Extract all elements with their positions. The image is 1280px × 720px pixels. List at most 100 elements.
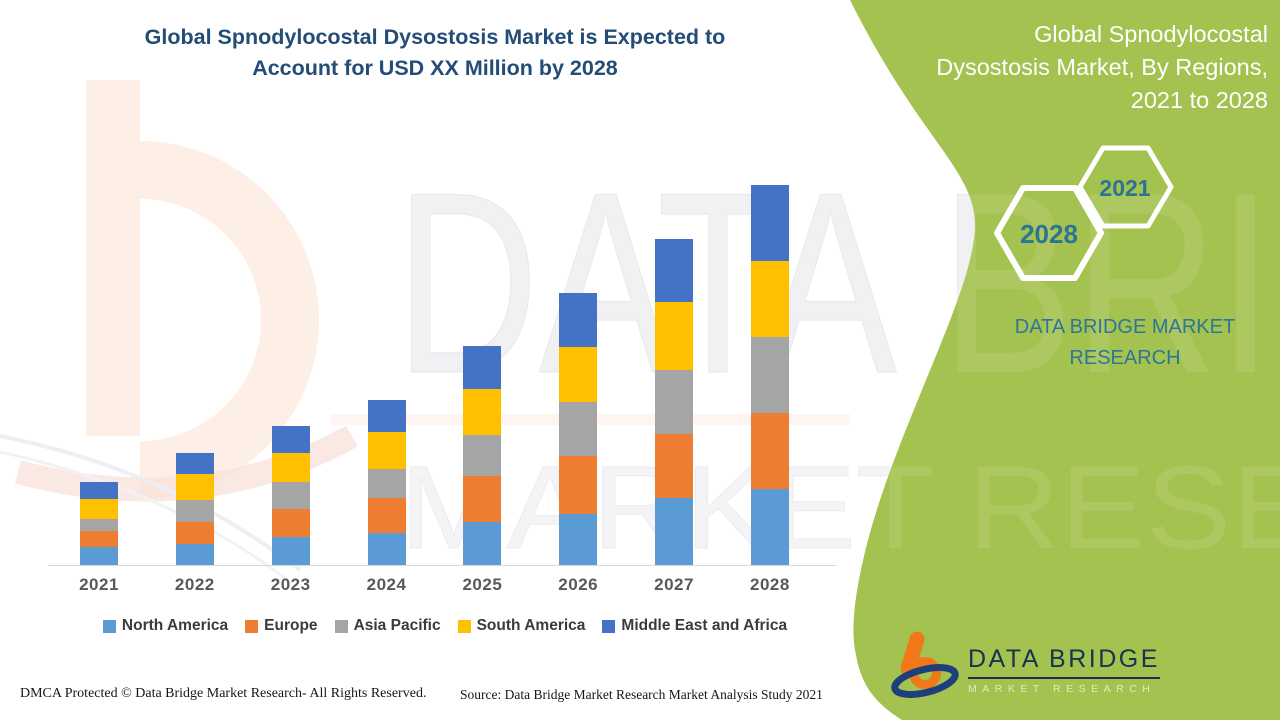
bar-segment-2021-north-america[interactable] — [80, 547, 118, 565]
stacked-bar-2026[interactable] — [559, 293, 598, 565]
legend-item-north-america[interactable]: North America — [102, 617, 229, 635]
logo-subtitle: MARKET RESEARCH — [968, 683, 1156, 695]
legend-marker-middle-east-and-africa — [602, 619, 616, 633]
bar-segment-2028-south-america[interactable] — [750, 261, 789, 337]
legend-label: Europe — [264, 617, 318, 634]
bar-segment-2028-europe[interactable] — [750, 413, 789, 489]
plot-area: 2021 2022 2023 2024 2025 2026 2027 2028 — [48, 178, 836, 594]
page-title-line2: Account for USD XX Million by 2028 — [252, 56, 618, 80]
bar-segment-2023-europe[interactable] — [271, 509, 310, 537]
bar-segment-2023-middle-east-and-africa[interactable] — [271, 426, 310, 453]
legend-label: South America — [476, 617, 586, 634]
x-axis-label-2026: 2026 — [558, 575, 599, 594]
legend-marker-north-america — [102, 619, 116, 633]
bar-segment-2022-north-america[interactable] — [175, 544, 214, 565]
bar-segment-2026-north-america[interactable] — [559, 514, 598, 565]
bar-segment-2021-south-america[interactable] — [80, 499, 118, 519]
bar-segment-2027-north-america[interactable] — [655, 498, 694, 565]
logo-wordmark: DATA BRIDGE — [968, 645, 1160, 679]
databridge-logo-icon — [891, 631, 959, 698]
stacked-bar-2025[interactable] — [463, 346, 502, 565]
legend-item-asia-pacific[interactable]: Asia Pacific — [334, 617, 441, 635]
x-axis-label-2027: 2027 — [654, 575, 694, 594]
bar-segment-2025-europe[interactable] — [463, 476, 502, 522]
panel-title: Global Spnodylocostal Dysostosis Market,… — [923, 18, 1268, 117]
bar-segment-2023-asia-pacific[interactable] — [271, 482, 310, 509]
legend-marker-asia-pacific — [334, 619, 348, 633]
brand-text: DATA BRIDGE MARKET RESEARCH — [1002, 312, 1248, 374]
bar-segment-2027-asia-pacific[interactable] — [655, 370, 694, 434]
x-axis-label-2021: 2021 — [79, 575, 119, 594]
panel-title-line3: 2021 to 2028 — [1130, 87, 1268, 113]
chart-legend: North America Europe Asia Pacific South Ame… — [55, 617, 835, 635]
legend-item-middle-east-and-africa[interactable]: Middle East and Africa — [602, 617, 787, 635]
bar-segment-2026-south-america[interactable] — [559, 347, 598, 402]
legend-marker-europe — [245, 619, 259, 633]
bar-segment-2027-middle-east-and-africa[interactable] — [655, 239, 694, 302]
stacked-bar-chart: 2021 2022 2023 2024 2025 2026 2027 2028 — [48, 178, 836, 594]
hexagon-2021-label: 2021 — [1099, 175, 1150, 201]
page-title: Global Spnodylocostal Dysostosis Market … — [100, 22, 770, 84]
bar-segment-2025-north-america[interactable] — [463, 522, 502, 565]
hexagon-2028-label: 2028 — [1020, 219, 1078, 249]
bar-segment-2022-asia-pacific[interactable] — [175, 500, 214, 522]
bar-segment-2028-asia-pacific[interactable] — [750, 337, 789, 413]
bar-segment-2028-north-america[interactable] — [750, 489, 789, 565]
bar-segment-2027-europe[interactable] — [655, 434, 694, 498]
hexagon-2021 — [1077, 145, 1174, 229]
x-axis-label-2025: 2025 — [462, 575, 503, 594]
legend-label: Middle East and Africa — [621, 617, 788, 634]
bar-segment-2026-europe[interactable] — [559, 456, 598, 514]
green-panel-background — [850, 0, 1280, 720]
bar-segment-2025-south-america[interactable] — [463, 389, 502, 435]
bar-segment-2024-asia-pacific[interactable] — [367, 469, 406, 498]
x-axis-label-2024: 2024 — [366, 575, 407, 594]
bar-segment-2024-europe[interactable] — [367, 498, 406, 533]
footer-source-text: Source: Data Bridge Market Research Mark… — [460, 687, 823, 702]
bar-segment-2028-middle-east-and-africa[interactable] — [750, 185, 789, 261]
bar-segment-2022-south-america[interactable] — [175, 474, 214, 500]
bar-segment-2024-middle-east-and-africa[interactable] — [367, 400, 406, 432]
stacked-bar-2027[interactable] — [655, 239, 694, 565]
bar-column-2027: 2027 — [654, 239, 694, 594]
page-title-line1: Global Spnodylocostal Dysostosis Market … — [144, 25, 726, 49]
stacked-bar-2024[interactable] — [367, 400, 406, 565]
bar-column-2022: 2022 — [175, 453, 214, 594]
bar-segment-2023-north-america[interactable] — [271, 537, 310, 565]
x-axis-label-2028: 2028 — [749, 575, 790, 594]
bar-segment-2025-middle-east-and-africa[interactable] — [463, 346, 502, 389]
x-axis-label-2023: 2023 — [270, 575, 311, 594]
bar-column-2023: 2023 — [271, 426, 310, 594]
bar-segment-2026-asia-pacific[interactable] — [559, 402, 598, 456]
bar-segment-2022-europe[interactable] — [175, 522, 214, 544]
stacked-bar-2021[interactable] — [80, 482, 118, 565]
legend-item-south-america[interactable]: South America — [457, 617, 586, 635]
legend-label: North America — [121, 617, 229, 634]
bar-segment-2024-south-america[interactable] — [367, 432, 406, 469]
stacked-bar-2028[interactable] — [750, 185, 789, 565]
legend-item-europe[interactable]: Europe — [245, 617, 318, 635]
bar-segment-2025-asia-pacific[interactable] — [463, 435, 502, 476]
bar-segment-2023-south-america[interactable] — [271, 453, 310, 482]
brand-text-line2: RESEARCH — [1069, 347, 1181, 369]
stacked-bar-2022[interactable] — [175, 453, 214, 565]
hexagon-2028 — [994, 185, 1104, 281]
legend-label: Asia Pacific — [353, 617, 441, 634]
bar-column-2025: 2025 — [462, 346, 502, 594]
brand-text-line1: DATA BRIDGE MARKET — [1014, 316, 1236, 338]
svg-text:MARKET RESEARCH: MARKET RESEARCH — [400, 442, 1280, 574]
bar-column-2024: 2024 — [367, 400, 406, 594]
bar-column-2026: 2026 — [558, 293, 598, 594]
bar-segment-2024-north-america[interactable] — [367, 533, 406, 565]
bar-segment-2022-middle-east-and-africa[interactable] — [175, 453, 214, 474]
footer-dmca-text: DMCA Protected © Data Bridge Market Rese… — [20, 686, 427, 701]
legend-marker-south-america — [457, 619, 471, 633]
stacked-bar-2023[interactable] — [271, 426, 310, 565]
bar-segment-2021-asia-pacific[interactable] — [80, 519, 118, 531]
bar-segment-2021-europe[interactable] — [80, 531, 118, 547]
bar-segment-2027-south-america[interactable] — [655, 302, 694, 370]
bar-column-2021: 2021 — [79, 482, 118, 594]
bar-segment-2026-middle-east-and-africa[interactable] — [559, 293, 598, 347]
bar-segment-2021-middle-east-and-africa[interactable] — [80, 482, 118, 499]
